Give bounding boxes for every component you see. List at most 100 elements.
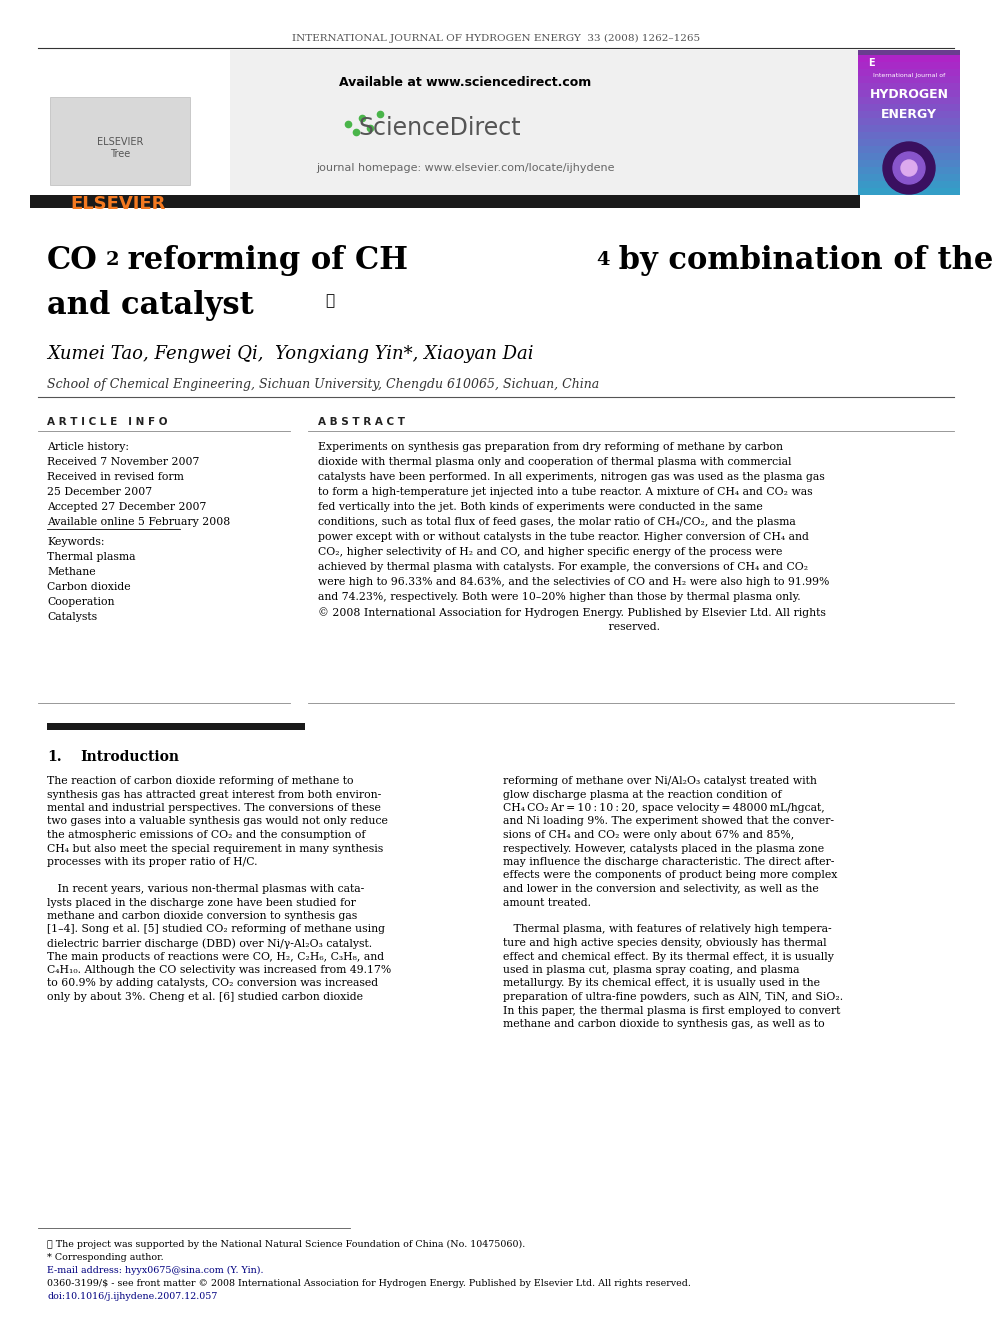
Bar: [858, 153, 960, 160]
Bar: [858, 111, 960, 118]
Text: Cooperation: Cooperation: [47, 597, 114, 607]
Text: fed vertically into the jet. Both kinds of experiments were conducted in the sam: fed vertically into the jet. Both kinds …: [318, 501, 763, 512]
Text: Xumei Tao, Fengwei Qi,  Yongxiang Yin*, Xiaoyan Dai: Xumei Tao, Fengwei Qi, Yongxiang Yin*, X…: [47, 345, 534, 363]
Text: mental and industrial perspectives. The conversions of these: mental and industrial perspectives. The …: [47, 803, 381, 814]
Bar: [858, 118, 960, 124]
Text: only by about 3%. Cheng et al. [6] studied carbon dioxide: only by about 3%. Cheng et al. [6] studi…: [47, 992, 363, 1002]
Text: Accepted 27 December 2007: Accepted 27 December 2007: [47, 501, 206, 512]
Bar: [858, 132, 960, 139]
Text: In this paper, the thermal plasma is first employed to convert: In this paper, the thermal plasma is fir…: [503, 1005, 840, 1016]
Text: The reaction of carbon dioxide reforming of methane to: The reaction of carbon dioxide reforming…: [47, 777, 353, 786]
Text: 4: 4: [596, 251, 609, 269]
Text: to 60.9% by adding catalysts, CO₂ conversion was increased: to 60.9% by adding catalysts, CO₂ conver…: [47, 979, 378, 988]
Text: journal homepage: www.elsevier.com/locate/ijhydene: journal homepage: www.elsevier.com/locat…: [315, 163, 614, 173]
Text: reforming of methane over Ni/Al₂O₃ catalyst treated with: reforming of methane over Ni/Al₂O₃ catal…: [503, 777, 816, 786]
Text: were high to 96.33% and 84.63%, and the selectivies of CO and H₂ were also high : were high to 96.33% and 84.63%, and the …: [318, 577, 829, 587]
Text: © 2008 International Association for Hydrogen Energy. Published by Elsevier Ltd.: © 2008 International Association for Hyd…: [318, 607, 826, 618]
Text: dielectric barrier discharge (DBD) over Ni/γ-Al₂O₃ catalyst.: dielectric barrier discharge (DBD) over …: [47, 938, 372, 949]
Bar: [858, 90, 960, 97]
Text: Received 7 November 2007: Received 7 November 2007: [47, 456, 199, 467]
Text: Keywords:: Keywords:: [47, 537, 104, 546]
Text: and catalyst: and catalyst: [47, 290, 254, 321]
Text: synthesis gas has attracted great interest from both environ-: synthesis gas has attracted great intere…: [47, 790, 381, 799]
Text: and Ni loading 9%. The experiment showed that the conver-: and Ni loading 9%. The experiment showed…: [503, 816, 834, 827]
Text: 1.: 1.: [47, 750, 62, 763]
Bar: [858, 97, 960, 105]
Text: ELSEVIER
Tree: ELSEVIER Tree: [97, 138, 143, 159]
Bar: [858, 160, 960, 167]
Text: to form a high-temperature jet injected into a tube reactor. A mixture of CH₄ an: to form a high-temperature jet injected …: [318, 487, 812, 497]
Bar: [858, 167, 960, 175]
Bar: [858, 175, 960, 181]
Text: Experiments on synthesis gas preparation from dry reforming of methane by carbon: Experiments on synthesis gas preparation…: [318, 442, 783, 452]
Text: In recent years, various non-thermal plasmas with cata-: In recent years, various non-thermal pla…: [47, 884, 364, 894]
Text: INTERNATIONAL JOURNAL OF HYDROGEN ENERGY  33 (2008) 1262–1265: INTERNATIONAL JOURNAL OF HYDROGEN ENERGY…: [292, 33, 700, 42]
Text: reserved.: reserved.: [318, 622, 660, 632]
Text: Catalysts: Catalysts: [47, 613, 97, 622]
Text: processes with its proper ratio of H/C.: processes with its proper ratio of H/C.: [47, 857, 258, 867]
Bar: [858, 105, 960, 111]
Bar: [30, 50, 860, 194]
Text: glow discharge plasma at the reaction condition of: glow discharge plasma at the reaction co…: [503, 790, 782, 799]
Bar: [858, 56, 960, 62]
Bar: [858, 83, 960, 90]
Text: ENERGY: ENERGY: [881, 108, 937, 122]
Text: metallurgy. By its chemical effect, it is usually used in the: metallurgy. By its chemical effect, it i…: [503, 979, 820, 988]
Text: methane and carbon dioxide conversion to synthesis gas: methane and carbon dioxide conversion to…: [47, 912, 357, 921]
Text: methane and carbon dioxide to synthesis gas, as well as to: methane and carbon dioxide to synthesis …: [503, 1019, 824, 1029]
Text: by combination of thermal plasma: by combination of thermal plasma: [608, 245, 992, 277]
Text: * Corresponding author.: * Corresponding author.: [47, 1253, 164, 1262]
Bar: [858, 124, 960, 132]
Text: Article history:: Article history:: [47, 442, 129, 452]
Text: Available at www.sciencedirect.com: Available at www.sciencedirect.com: [339, 75, 591, 89]
Text: Available online 5 February 2008: Available online 5 February 2008: [47, 517, 230, 527]
Bar: [47, 722, 305, 730]
Text: Carbon dioxide: Carbon dioxide: [47, 582, 131, 591]
Text: ture and high active species density, obviously has thermal: ture and high active species density, ob…: [503, 938, 826, 949]
Text: [1–4]. Song et al. [5] studied CO₂ reforming of methane using: [1–4]. Song et al. [5] studied CO₂ refor…: [47, 925, 385, 934]
Text: The main products of reactions were CO, H₂, C₂H₆, C₃H₈, and: The main products of reactions were CO, …: [47, 951, 384, 962]
Text: dioxide with thermal plasma only and cooperation of thermal plasma with commerci: dioxide with thermal plasma only and coo…: [318, 456, 792, 467]
Text: E: E: [868, 58, 875, 67]
Text: two gases into a valuable synthesis gas would not only reduce: two gases into a valuable synthesis gas …: [47, 816, 388, 827]
Text: effect and chemical effect. By its thermal effect, it is usually: effect and chemical effect. By its therm…: [503, 951, 834, 962]
Text: preparation of ultra-fine powders, such as AlN, TiN, and SiO₂.: preparation of ultra-fine powders, such …: [503, 992, 843, 1002]
Bar: [858, 62, 960, 69]
Text: achieved by thermal plasma with catalysts. For example, the conversions of CH₄ a: achieved by thermal plasma with catalyst…: [318, 562, 808, 572]
Bar: [858, 75, 960, 83]
Text: Received in revised form: Received in revised form: [47, 472, 184, 482]
Text: CO₂, higher selectivity of H₂ and CO, and higher specific energy of the process : CO₂, higher selectivity of H₂ and CO, an…: [318, 546, 783, 557]
Text: doi:10.1016/j.ijhydene.2007.12.057: doi:10.1016/j.ijhydene.2007.12.057: [47, 1293, 217, 1301]
Text: CO: CO: [47, 245, 98, 277]
Text: CH₄ but also meet the special requirement in many synthesis: CH₄ but also meet the special requiremen…: [47, 844, 383, 853]
Text: Thermal plasma, with features of relatively high tempera-: Thermal plasma, with features of relativ…: [503, 925, 831, 934]
Text: the atmospheric emissions of CO₂ and the consumption of: the atmospheric emissions of CO₂ and the…: [47, 830, 365, 840]
Text: School of Chemical Engineering, Sichuan University, Chengdu 610065, Sichuan, Chi: School of Chemical Engineering, Sichuan …: [47, 378, 599, 392]
Text: ELSEVIER: ELSEVIER: [70, 194, 166, 213]
Circle shape: [883, 142, 935, 194]
Bar: [858, 146, 960, 153]
Text: A R T I C L E   I N F O: A R T I C L E I N F O: [47, 417, 168, 427]
Text: lysts placed in the discharge zone have been studied for: lysts placed in the discharge zone have …: [47, 897, 356, 908]
Text: ScienceDirect: ScienceDirect: [359, 116, 522, 140]
Text: conditions, such as total flux of feed gases, the molar ratio of CH₄/CO₂, and th: conditions, such as total flux of feed g…: [318, 517, 796, 527]
Text: respectively. However, catalysts placed in the plasma zone: respectively. However, catalysts placed …: [503, 844, 824, 853]
Circle shape: [893, 152, 925, 184]
Bar: [30, 194, 860, 208]
Bar: [50, 97, 190, 185]
Text: power except with or without catalysts in the tube reactor. Higher conversion of: power except with or without catalysts i…: [318, 532, 808, 542]
Text: and lower in the conversion and selectivity, as well as the: and lower in the conversion and selectiv…: [503, 884, 818, 894]
Text: ☆: ☆: [325, 294, 334, 308]
Text: 2: 2: [106, 251, 119, 269]
Bar: [858, 69, 960, 75]
Bar: [858, 188, 960, 194]
Text: CH₄ CO₂ Ar = 10 : 10 : 20, space velocity = 48000 mL/hgcat,: CH₄ CO₂ Ar = 10 : 10 : 20, space velocit…: [503, 803, 824, 814]
Text: International Journal of: International Journal of: [873, 73, 945, 78]
Bar: [30, 50, 230, 194]
Text: A B S T R A C T: A B S T R A C T: [318, 417, 405, 427]
Text: sions of CH₄ and CO₂ were only about 67% and 85%,: sions of CH₄ and CO₂ were only about 67%…: [503, 830, 795, 840]
Text: used in plasma cut, plasma spray coating, and plasma: used in plasma cut, plasma spray coating…: [503, 964, 800, 975]
Text: 25 December 2007: 25 December 2007: [47, 487, 152, 497]
Bar: [858, 181, 960, 188]
Text: ☆ The project was supported by the National Natural Science Foundation of China : ☆ The project was supported by the Natio…: [47, 1240, 525, 1249]
